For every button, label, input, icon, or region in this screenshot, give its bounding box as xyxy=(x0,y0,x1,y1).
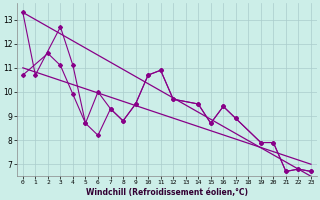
X-axis label: Windchill (Refroidissement éolien,°C): Windchill (Refroidissement éolien,°C) xyxy=(86,188,248,197)
